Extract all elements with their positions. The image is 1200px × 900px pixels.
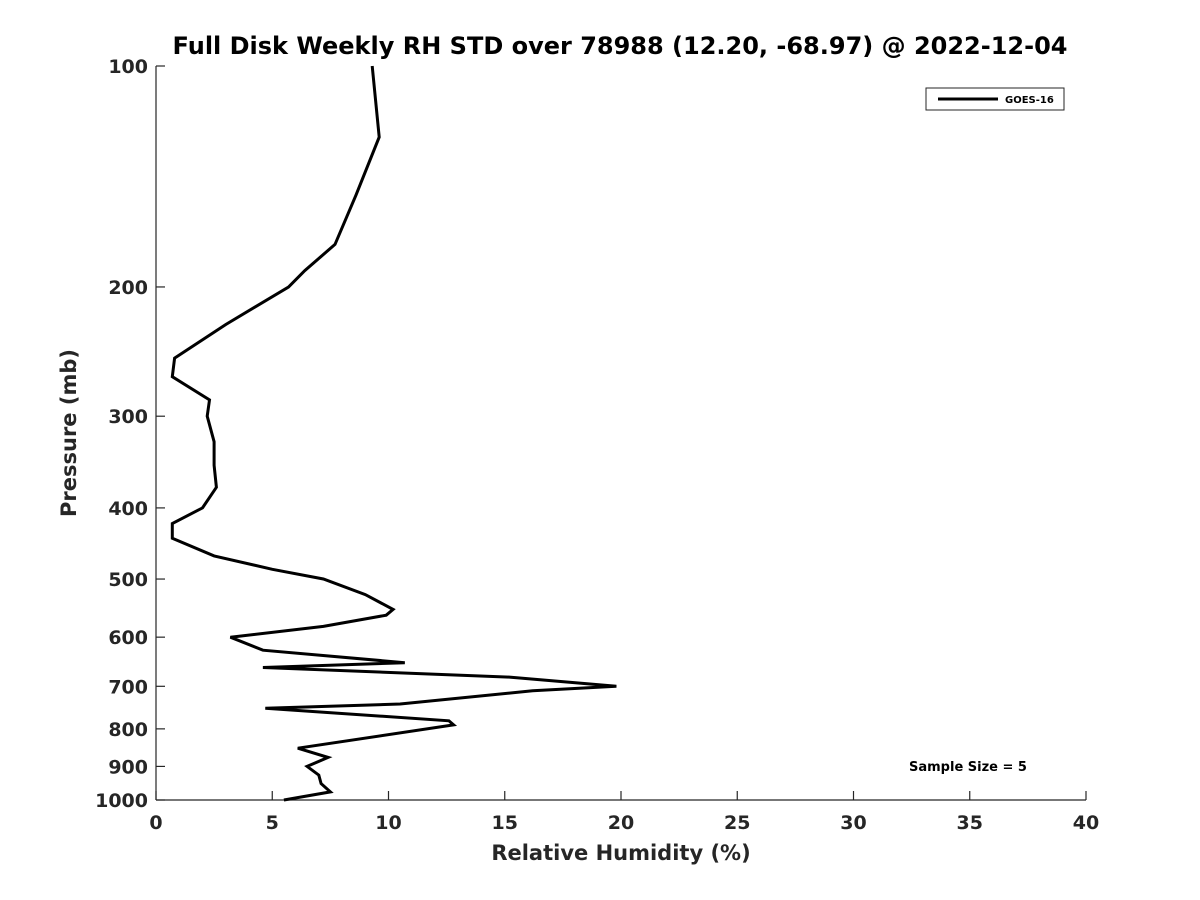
y-tick-label: 700: [108, 676, 148, 698]
y-tick-label: 500: [108, 569, 148, 591]
y-ticks: 100 200 300 400 500 600 700 800 900 1000: [95, 56, 165, 812]
series-layer: [170, 65, 617, 802]
sample-size-annotation: Sample Size = 5: [909, 760, 1027, 775]
x-tick-label: 10: [375, 812, 401, 834]
y-tick-label: 200: [108, 277, 148, 299]
y-tick-label: 300: [108, 406, 148, 428]
x-ticks: 0 5 10 15 20 25 30 35 40: [149, 791, 1099, 834]
y-tick-label: 1000: [95, 790, 148, 812]
x-tick-label: 35: [957, 812, 983, 834]
chart-title: Full Disk Weekly RH STD over 78988 (12.2…: [173, 32, 1068, 60]
x-tick-label: 0: [149, 812, 162, 834]
x-tick-label: 25: [724, 812, 750, 834]
plot-area: [155, 66, 1086, 801]
y-tick-label: 100: [108, 56, 148, 78]
y-tick-label: 400: [108, 498, 148, 520]
series-line-goes-16: [170, 65, 617, 802]
x-tick-label: 40: [1073, 812, 1099, 834]
x-tick-label: 5: [266, 812, 279, 834]
y-tick-label: 900: [108, 756, 148, 778]
legend: GOES-16: [925, 87, 1065, 111]
x-axis-label: Relative Humidity (%): [491, 841, 750, 865]
x-tick-label: 15: [492, 812, 518, 834]
y-tick-label: 800: [108, 719, 148, 741]
y-tick-label: 600: [108, 627, 148, 649]
y-axis-label: Pressure (mb): [57, 349, 81, 517]
legend-label-goes-16: GOES-16: [1005, 95, 1054, 106]
x-tick-label: 30: [840, 812, 866, 834]
x-tick-label: 20: [608, 812, 634, 834]
